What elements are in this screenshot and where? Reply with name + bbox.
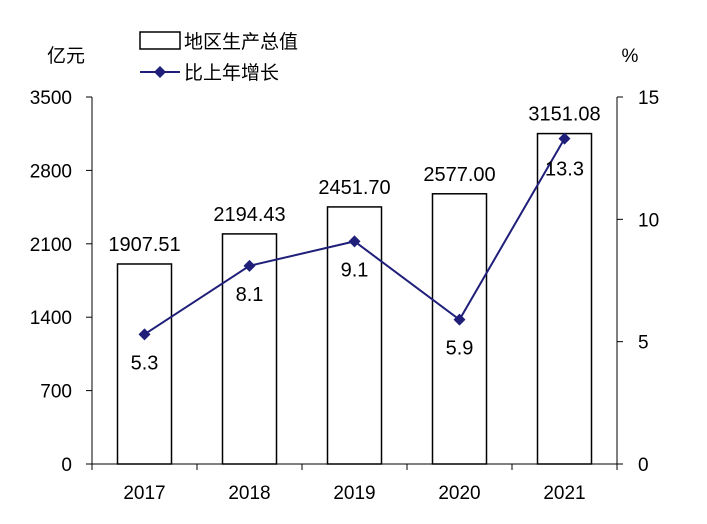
line-value-label: 5.3 [131, 352, 159, 374]
x-tick-label: 2018 [228, 483, 270, 504]
bar-value-label: 2194.43 [213, 204, 285, 226]
bar [431, 193, 488, 465]
bars [116, 132, 593, 465]
legend-bar-label: 地区生产总值 [184, 31, 298, 53]
x-tick-label: 2017 [123, 483, 165, 504]
growth-point [138, 328, 151, 341]
left-tick-label: 700 [40, 382, 72, 403]
line-value-label: 9.1 [341, 259, 369, 281]
right-axis-unit: % [622, 46, 639, 67]
bar [326, 206, 383, 465]
legend-line-label: 比上年增长 [184, 62, 279, 84]
left-tick-label: 0 [61, 455, 72, 476]
bar-value-label: 2577.00 [423, 164, 495, 186]
growth-point [558, 132, 571, 145]
right-tick-label: 5 [638, 333, 649, 354]
left-tick-label: 3500 [30, 88, 72, 109]
data-labels: 1907.51 2194.43 2451.70 2577.00 3151.08 5.3 8.… [108, 104, 600, 375]
legend-line-marker [154, 66, 166, 78]
left-tick-label: 1400 [30, 308, 72, 329]
left-axis-unit: 亿元 [47, 45, 85, 67]
bar-value-label: 2451.70 [318, 177, 390, 199]
legend-bar-swatch [139, 31, 181, 50]
line-value-label: 5.9 [446, 338, 474, 360]
left-tick-label: 2800 [30, 161, 72, 182]
bar [536, 132, 593, 465]
right-tick-label: 10 [638, 210, 659, 231]
growth-point [243, 259, 256, 272]
axes: 0 700 1400 2100 2800 3500 0 5 10 15 2017 2018 2019 20… [30, 45, 659, 504]
bar-value-label: 3151.08 [528, 104, 600, 126]
left-tick-label: 2100 [30, 235, 72, 256]
x-tick-label: 2019 [333, 483, 375, 504]
x-tick-label: 2021 [543, 483, 585, 504]
bar-value-label: 1907.51 [108, 234, 180, 256]
growth-line [138, 132, 571, 341]
right-tick-label: 15 [638, 88, 659, 109]
line-value-label: 13.3 [545, 159, 584, 181]
x-tick-label: 2020 [438, 483, 480, 504]
right-tick-label: 0 [638, 455, 649, 476]
growth-point [348, 235, 361, 248]
bar [221, 233, 278, 465]
line-value-label: 8.1 [236, 284, 264, 306]
bar [116, 263, 173, 465]
growth-point [453, 313, 466, 326]
